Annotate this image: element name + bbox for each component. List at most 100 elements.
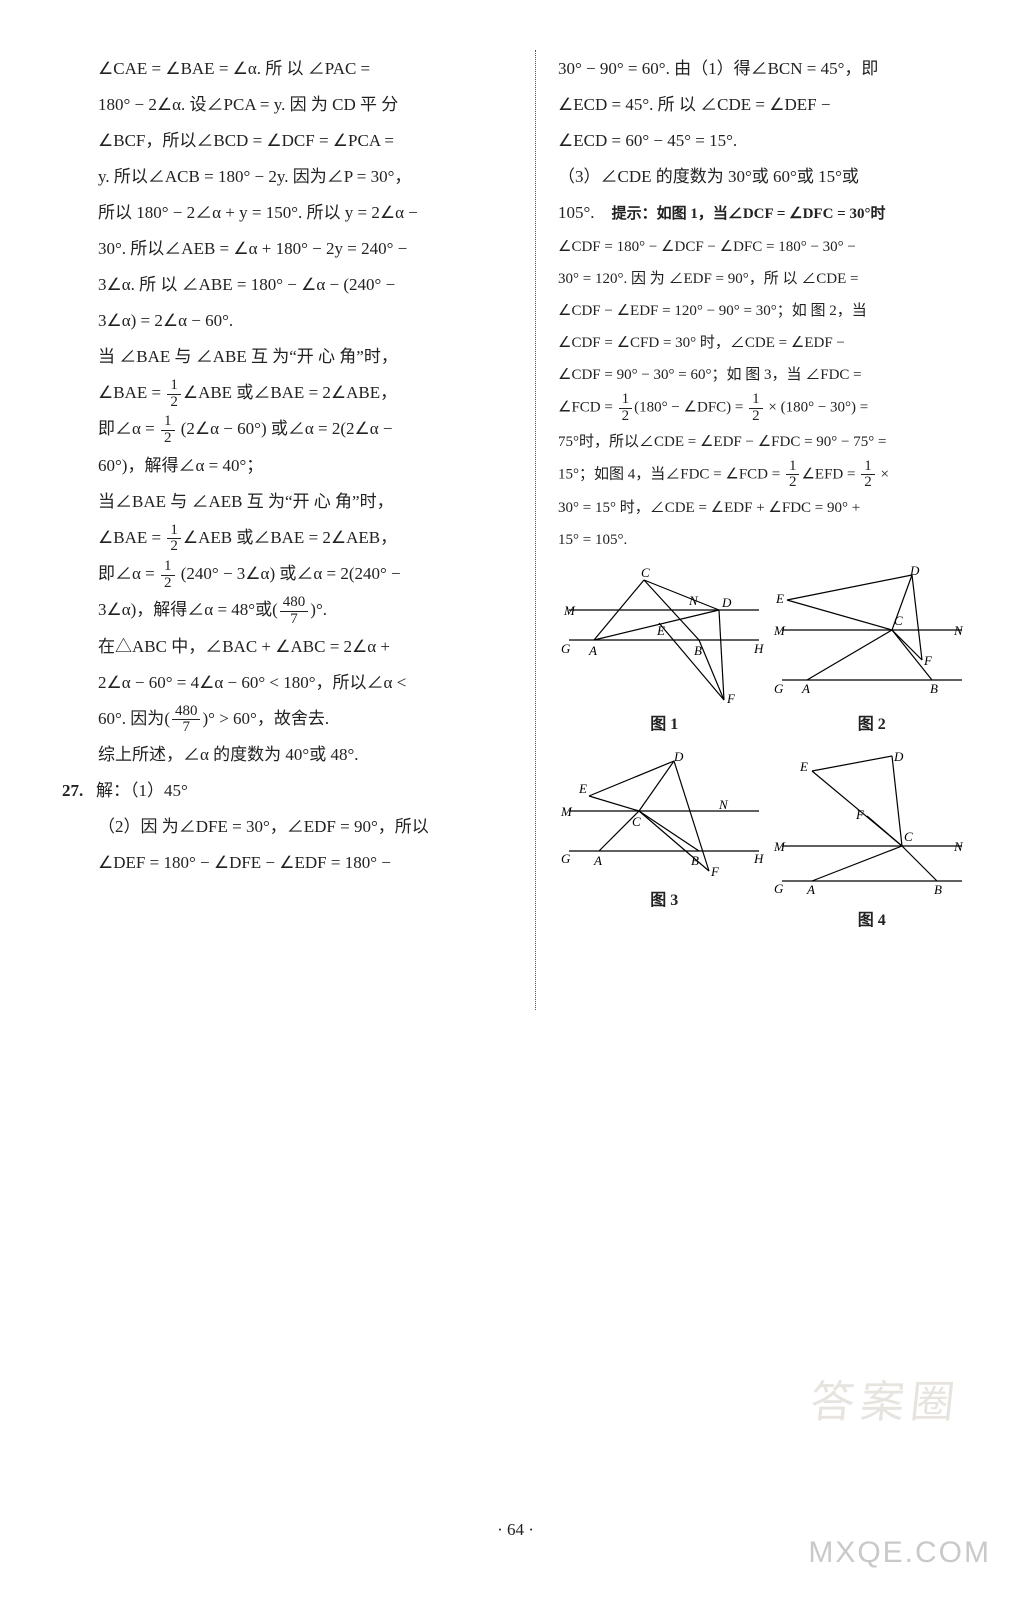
svg-text:M: M xyxy=(773,623,786,638)
svg-text:M: M xyxy=(563,603,576,618)
fraction: 12 xyxy=(167,378,181,411)
question-number: 27. xyxy=(62,774,96,808)
watermark-text: 答案圈 xyxy=(808,1366,965,1430)
diagram-caption: 图 2 xyxy=(772,709,972,741)
svg-text:M: M xyxy=(773,839,786,854)
svg-text:D: D xyxy=(909,565,920,578)
geometry-diagram-icon: D E F M C N G A B xyxy=(772,751,972,901)
geometry-diagram-icon: D E M C N G A B H F xyxy=(559,751,769,881)
svg-text:A: A xyxy=(588,643,597,658)
text-fragment: 105°. xyxy=(558,203,612,222)
svg-text:G: G xyxy=(774,881,784,896)
fraction: 12 xyxy=(161,414,175,447)
page-number: · 64 · xyxy=(0,1520,1031,1540)
left-column: ∠CAE = ∠BAE = ∠α. 所 以 ∠PAC = 180° − 2∠α.… xyxy=(80,50,531,1010)
diagram-row-2: D E M C N G A B H F 图 3 xyxy=(558,751,973,937)
svg-text:D: D xyxy=(893,751,904,764)
diagram-caption: 图 1 xyxy=(559,709,769,741)
text-line: ∠FCD = 12(180° − ∠DFC) = 12 × (180° − 30… xyxy=(558,392,973,425)
svg-text:B: B xyxy=(930,681,938,696)
text-line: 180° − 2∠α. 设∠PCA = y. 因 为 CD 平 分 xyxy=(98,88,513,122)
svg-text:N: N xyxy=(953,623,964,638)
text-line: 3∠α)，解得∠α = 48°或(4807)°. xyxy=(98,593,513,627)
text-fragment: (180° − ∠DFC) = xyxy=(634,400,747,416)
text-fragment: ∠EFD = xyxy=(801,466,859,482)
text-fragment: 15°；如图 4，当∠FDC = ∠FCD = xyxy=(558,466,784,482)
svg-text:G: G xyxy=(561,851,571,866)
svg-text:C: C xyxy=(641,565,650,580)
svg-text:D: D xyxy=(673,751,684,764)
text-fragment: ∠BAE = xyxy=(98,383,165,402)
text-line: 60°)，解得∠α = 40°； xyxy=(98,449,513,483)
svg-text:B: B xyxy=(934,882,942,897)
diagram-1: M C N D E G A B H F 图 1 xyxy=(559,565,769,741)
diagram-caption: 图 3 xyxy=(559,885,769,917)
text-fragment: ∠BAE = xyxy=(98,528,165,547)
text-line: ∠CDF = 90° − 30° = 60°；如 图 3，当 ∠FDC = xyxy=(558,360,973,390)
svg-text:C: C xyxy=(632,814,641,829)
diagram-2: D E M C N F G A B 图 2 xyxy=(772,565,972,741)
text-line: ∠CDF = ∠CFD = 30° 时，∠CDE = ∠EDF − xyxy=(558,328,973,358)
text-fragment: ∠AEB 或∠BAE = 2∠AEB， xyxy=(183,528,397,547)
svg-text:C: C xyxy=(894,613,903,628)
svg-text:H: H xyxy=(753,641,764,656)
text-line: 30°. 所以∠AEB = ∠α + 180° − 2y = 240° − xyxy=(98,232,513,266)
svg-text:D: D xyxy=(721,595,732,610)
svg-text:F: F xyxy=(923,653,933,668)
text-line: ∠ECD = 45°. 所 以 ∠CDE = ∠DEF − xyxy=(558,88,973,122)
svg-text:H: H xyxy=(753,851,764,866)
text-line: 即∠α = 12 (2∠α − 60°) 或∠α = 2(2∠α − xyxy=(98,412,513,446)
svg-text:N: N xyxy=(953,839,964,854)
text-line: ∠CAE = ∠BAE = ∠α. 所 以 ∠PAC = xyxy=(98,52,513,86)
watermark-url: MXQE.COM xyxy=(808,1536,991,1570)
text-line: 3∠α. 所 以 ∠ABE = 180° − ∠α − (240° − xyxy=(98,268,513,302)
diagram-row-1: M C N D E G A B H F 图 1 xyxy=(558,565,973,741)
fraction: 12 xyxy=(861,459,875,492)
text-line: 2∠α − 60° = 4∠α − 60° < 180°，所以∠α < xyxy=(98,666,513,700)
diagram-caption: 图 4 xyxy=(772,905,972,937)
text-line: ∠DEF = 180° − ∠DFE − ∠EDF = 180° − xyxy=(98,846,513,880)
text-line: y. 所以∠ACB = 180° − 2y. 因为∠P = 30°， xyxy=(98,160,513,194)
text-line: 即∠α = 12 (240° − 3∠α) 或∠α = 2(240° − xyxy=(98,557,513,591)
text-fragment: (240° − 3∠α) 或∠α = 2(240° − xyxy=(177,564,401,583)
text-line: 60°. 因为(4807)° > 60°，故舍去. xyxy=(98,702,513,736)
text-fragment: 解：（1）45° xyxy=(96,781,188,800)
fraction: 4807 xyxy=(280,595,309,628)
text-line: 27.解：（1）45° xyxy=(98,774,513,808)
text-fragment: 即∠α = xyxy=(98,564,159,583)
text-fragment: 即∠α = xyxy=(98,419,159,438)
fraction: 4807 xyxy=(172,704,201,737)
two-column-layout: ∠CAE = ∠BAE = ∠α. 所 以 ∠PAC = 180° − 2∠α.… xyxy=(80,50,991,1010)
text-line: 所以 180° − 2∠α + y = 150°. 所以 y = 2∠α − xyxy=(98,196,513,230)
svg-text:C: C xyxy=(904,829,913,844)
svg-text:A: A xyxy=(593,853,602,868)
svg-text:E: E xyxy=(775,591,784,606)
text-line: 30° − 90° = 60°. 由（1）得∠BCN = 45°，即 xyxy=(558,52,973,86)
text-line: ∠BAE = 12∠AEB 或∠BAE = 2∠AEB， xyxy=(98,521,513,555)
text-fragment: ° > 60°，故舍去. xyxy=(208,709,329,728)
svg-text:E: E xyxy=(799,759,808,774)
svg-text:F: F xyxy=(855,807,865,822)
svg-text:B: B xyxy=(691,853,699,868)
text-fragment: ∠ABE 或∠BAE = 2∠ABE， xyxy=(183,383,397,402)
text-line: （2）因 为∠DFE = 30°，∠EDF = 90°，所以 xyxy=(98,810,513,844)
svg-text:M: M xyxy=(560,804,573,819)
text-fragment: 3∠α)，解得∠α = 48°或 xyxy=(98,600,272,619)
svg-text:G: G xyxy=(774,681,784,696)
text-line: 3∠α) = 2∠α − 60°. xyxy=(98,304,513,338)
svg-text:A: A xyxy=(801,681,810,696)
fraction: 12 xyxy=(161,559,175,592)
text-line: 105°. 提示：如图 1，当∠DCF = ∠DFC = 30°时 xyxy=(558,196,973,230)
text-fragment: (2∠α − 60°) 或∠α = 2(2∠α − xyxy=(177,419,393,438)
right-column: 30° − 90° = 60°. 由（1）得∠BCN = 45°，即 ∠ECD … xyxy=(540,50,991,1010)
svg-text:F: F xyxy=(726,691,736,705)
text-line: 75°时，所以∠CDE = ∠EDF − ∠FDC = 90° − 75° = xyxy=(558,427,973,457)
text-line: ∠BAE = 12∠ABE 或∠BAE = 2∠ABE， xyxy=(98,376,513,410)
text-line: 15°；如图 4，当∠FDC = ∠FCD = 12∠EFD = 12 × xyxy=(558,459,973,492)
text-fragment: ∠FCD = xyxy=(558,400,617,416)
fraction: 12 xyxy=(749,392,763,425)
geometry-diagram-icon: D E M C N F G A B xyxy=(772,565,972,705)
text-line: 30° = 15° 时，∠CDE = ∠EDF + ∠FDC = 90° + xyxy=(558,493,973,523)
svg-text:E: E xyxy=(656,623,665,638)
text-line: ∠BCF，所以∠BCD = ∠DCF = ∠PCA = xyxy=(98,124,513,158)
